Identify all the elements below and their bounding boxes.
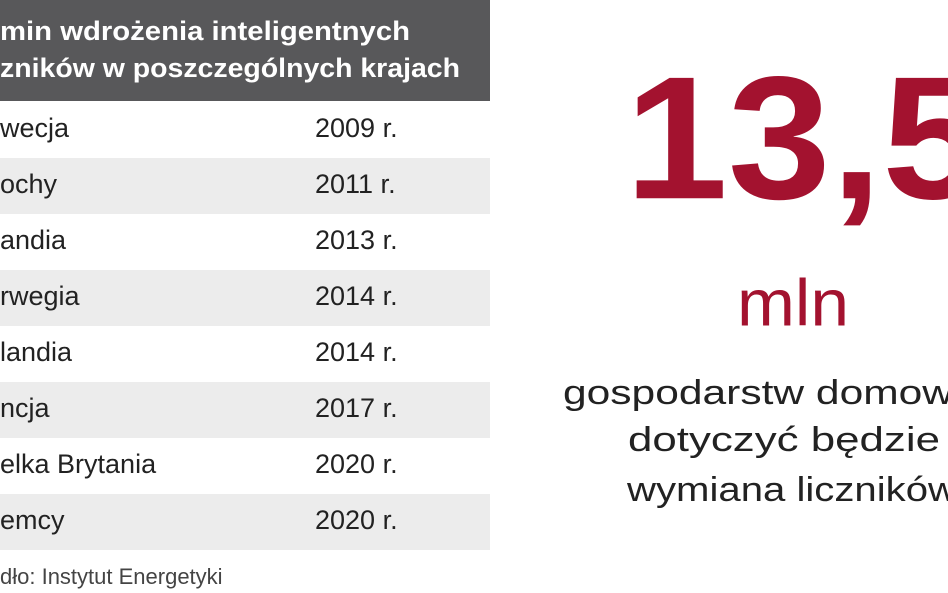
table-row-bg [0, 158, 490, 214]
year-cell: 2014 r. [315, 337, 398, 367]
country-cell: rwegia [0, 281, 81, 311]
country-cell: emcy [0, 505, 65, 535]
year-cell: 2020 r. [315, 505, 398, 535]
country-cell: andia [0, 225, 67, 255]
country-cell: ncja [0, 393, 51, 423]
year-cell: 2009 r. [315, 113, 398, 143]
year-cell: 2020 r. [315, 449, 398, 479]
year-cell: 2017 r. [315, 393, 398, 423]
table-row-bg [0, 382, 490, 438]
header-line: zników w poszczególnych krajach [0, 53, 460, 83]
year-cell: 2011 r. [315, 169, 396, 199]
description-line: dotyczyć będzie [628, 421, 940, 459]
country-cell: ochy [0, 169, 58, 199]
table-row-bg [0, 102, 490, 158]
table-row-bg [0, 270, 490, 326]
description-line: wymiana liczników [626, 471, 948, 509]
description-line: gospodarstw domow [563, 374, 948, 412]
table-header-bg [0, 0, 490, 101]
header-line: min wdrożenia inteligentnych [0, 16, 410, 46]
table-row-bg [0, 494, 490, 550]
table-row-bg [0, 214, 490, 270]
country-cell: landia [0, 337, 73, 367]
year-cell: 2014 r. [315, 281, 398, 311]
big-number: 13,5 [625, 41, 948, 236]
country-cell: elka Brytania [0, 449, 157, 479]
unit: mln [737, 265, 849, 339]
source: dło: Instytut Energetyki [0, 564, 223, 589]
table-row-bg [0, 326, 490, 382]
year-cell: 2013 r. [315, 225, 398, 255]
table-row-bg [0, 438, 490, 494]
country-cell: wecja [0, 113, 70, 143]
